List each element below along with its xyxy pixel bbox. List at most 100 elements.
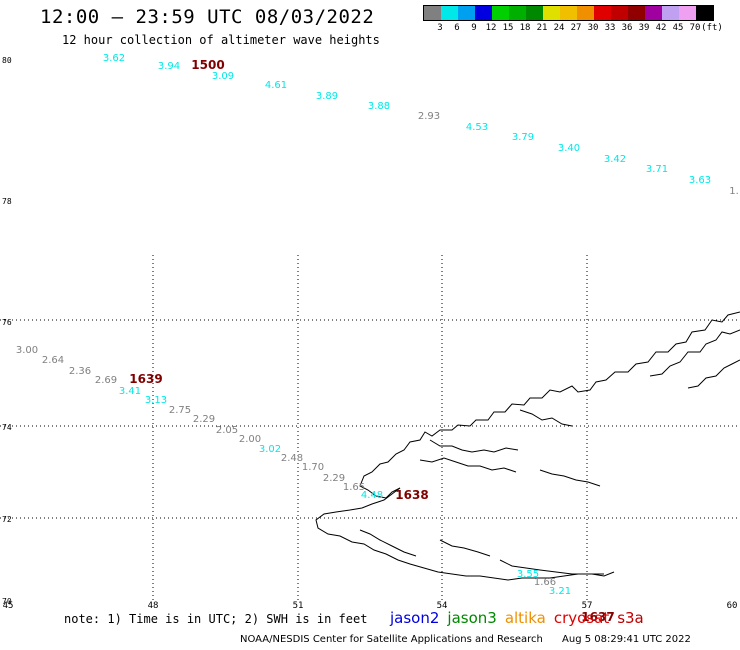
coastline-segment (649, 329, 740, 377)
legend-swatch (441, 6, 458, 20)
legend-swatch (475, 6, 492, 20)
pass-time-label: 1638 (395, 488, 428, 502)
wave-height-value: 3.88 (368, 101, 390, 112)
legend-label: 36 (621, 23, 633, 33)
wave-height-value: 3.00 (16, 345, 38, 356)
pass-time-label: 1500 (191, 58, 224, 72)
latitude-label: 80 (2, 56, 12, 65)
wave-height-value: 4.61 (265, 80, 287, 91)
legend-label: 3 (437, 23, 443, 33)
coastline-segment (315, 487, 615, 581)
latitude-label: 76 (2, 318, 12, 327)
legend-swatch (543, 6, 560, 20)
legend-swatch (458, 6, 475, 20)
wave-height-value: 2.69 (95, 375, 117, 386)
wave-height-value: 1.66 (534, 577, 556, 588)
wave-height-labels: 3.62 3.94 3.09 4.61 3.89 3.88 2.93 4.53 3.79 3.40… (16, 53, 739, 624)
satellite-name: jason3 (447, 609, 497, 627)
legend-swatch (560, 6, 577, 20)
credit-organization: NOAA/NESDIS Center for Satellite Applica… (240, 634, 543, 645)
wave-height-value: 3.40 (558, 143, 580, 154)
graticule-grid (0, 255, 740, 600)
credit-line: NOAA/NESDIS Center for Satellite Applica… (240, 634, 691, 645)
wave-height-value: 3.71 (646, 164, 668, 175)
wave-height-value: 3.09 (212, 71, 234, 82)
legend-label: 12 (485, 23, 497, 33)
legend-label: 39 (638, 23, 650, 33)
legend-color-bar (423, 5, 714, 21)
map-subtitle: 12 hour collection of altimeter wave hei… (62, 33, 380, 47)
legend-label: 24 (553, 23, 565, 33)
satellite-name: s3a (617, 609, 644, 627)
wave-height-value: 3.62 (103, 53, 125, 64)
coastline-segment (419, 457, 517, 473)
longitude-label: 51 (292, 601, 304, 611)
wave-height-value: 3.21 (549, 586, 571, 597)
wave-height-value: 2.36 (69, 366, 91, 377)
legend-swatch (628, 6, 645, 20)
coastline-segment (439, 539, 491, 557)
longitude-label: 48 (147, 601, 159, 611)
wave-height-value: 2.64 (42, 355, 64, 366)
wave-height-value: 2.00 (239, 434, 261, 445)
longitude-label: 57 (581, 601, 593, 611)
legend-swatch (662, 6, 679, 20)
wave-height-color-legend: 3 6 9 12 15 18 21 24 27 30 33 36 39 42 45 70 (ft) (423, 5, 723, 35)
wave-height-value: 3.02 (259, 444, 281, 455)
map-title: 12:00 – 23:59 UTC 08/03/2022 (40, 6, 375, 28)
legend-labels: 3 6 9 12 15 18 21 24 27 30 33 36 39 42 45 70 (ft) (423, 23, 723, 35)
legend-swatch (611, 6, 628, 20)
longitude-label: 54 (436, 601, 448, 611)
coastline-segment (539, 469, 601, 487)
wave-height-value: 4.48 (361, 490, 383, 501)
wave-height-value: 2.93 (418, 111, 440, 122)
pass-time-label: 1637 (581, 610, 614, 624)
legend-label: 18 (519, 23, 531, 33)
coastline-segment (359, 311, 740, 499)
legend-swatch (509, 6, 526, 20)
coastline (315, 311, 740, 581)
wave-height-value: 3.55 (517, 569, 539, 580)
wave-height-value: 4.53 (466, 122, 488, 133)
pass-time-label: 1639 (129, 372, 162, 386)
legend-label: 45 (672, 23, 684, 33)
satellite-name: cryosat (553, 609, 610, 627)
legend-swatch (526, 6, 543, 20)
latitude-label: 78 (2, 197, 12, 206)
wave-height-value: 3.89 (316, 91, 338, 102)
legend-swatch (645, 6, 662, 20)
coastline-segment (429, 439, 519, 453)
legend-label: 9 (471, 23, 477, 33)
legend-swatch (696, 6, 713, 20)
wave-height-value: 1.65 (343, 482, 365, 493)
longitude-label: 60 (726, 601, 738, 611)
legend-swatch (594, 6, 611, 20)
wave-height-value: 3.41 (119, 386, 141, 397)
legend-label: 6 (454, 23, 460, 33)
wave-height-value: 2.29 (323, 473, 345, 484)
satellite-name: altika (504, 609, 546, 627)
wave-height-value: 1. (729, 186, 739, 197)
wave-height-value: 3.63 (689, 175, 711, 186)
wave-height-value: 2.75 (169, 405, 191, 416)
legend-label: 70 (689, 23, 701, 33)
coastline-segment (359, 529, 417, 557)
satellite-name: jason2 (390, 609, 440, 627)
longitude-label: 45 (2, 601, 14, 611)
latitude-label: 74 (2, 423, 12, 432)
legend-swatch (424, 6, 441, 20)
legend-swatch (577, 6, 594, 20)
legend-label: (ft) (701, 23, 723, 33)
legend-swatch (492, 6, 509, 20)
legend-label: 33 (604, 23, 616, 33)
note-text: note: 1) Time is in UTC; 2) SWH is in fe… (64, 612, 368, 626)
legend-label: 30 (587, 23, 599, 33)
legend-swatch (679, 6, 696, 20)
coastline-segment (499, 559, 604, 575)
wave-height-value: 3.13 (145, 395, 167, 406)
wave-height-value: 2.48 (281, 453, 303, 464)
wave-height-value: 3.94 (158, 61, 180, 72)
legend-label: 21 (536, 23, 548, 33)
wave-height-value: 3.79 (512, 132, 534, 143)
